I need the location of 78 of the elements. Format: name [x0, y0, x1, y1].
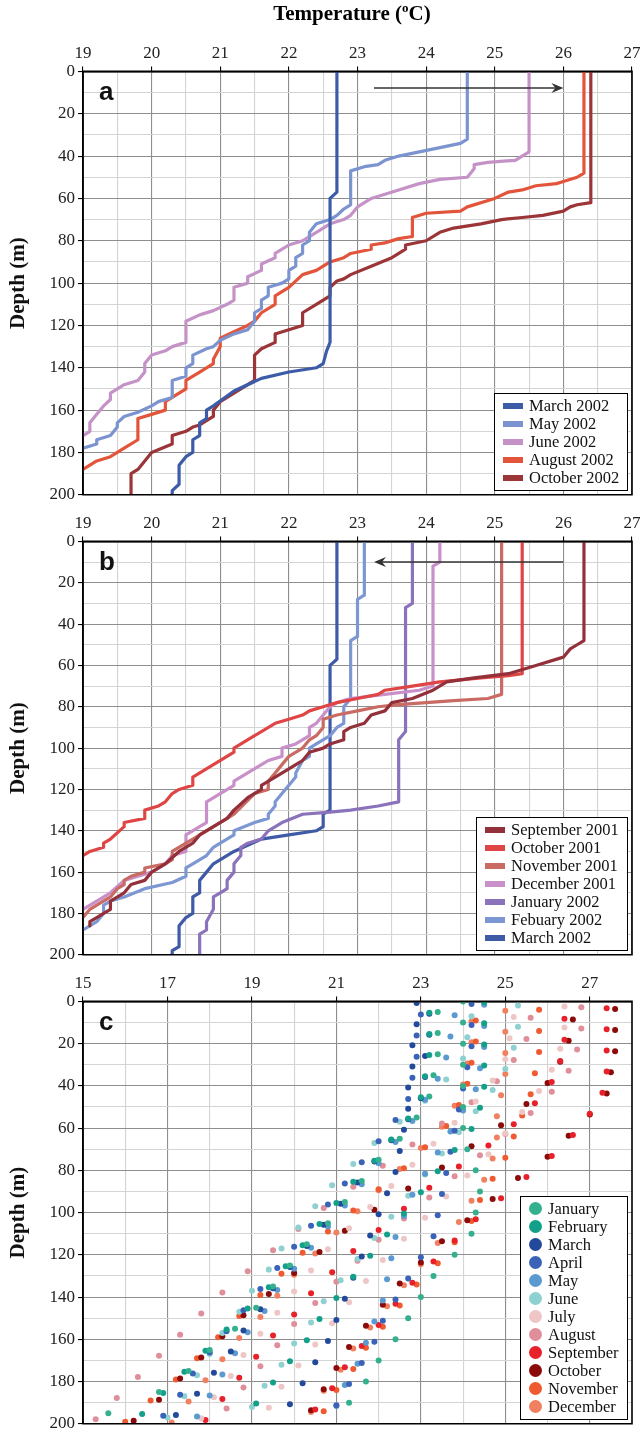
y-tick-label: 80	[58, 1159, 75, 1179]
x-tick-label: 21	[327, 972, 345, 992]
legend-label: November 2001	[511, 855, 618, 875]
y-tick-label: 180	[49, 1371, 75, 1391]
x-tick-label: 27	[623, 512, 641, 532]
x-tick-label: 24	[417, 42, 436, 62]
y-tick-label: 20	[58, 103, 75, 123]
annotation: a	[99, 75, 114, 106]
x-tick-label: 26	[554, 512, 572, 532]
y-tick-label: 160	[49, 399, 75, 419]
y-tick-label: 200	[49, 484, 75, 504]
legend-label: December 2001	[511, 873, 616, 893]
x-tick-label: 25	[496, 972, 514, 992]
legend-label: August 2002	[529, 449, 614, 469]
y-axis-title: Depth (m)	[5, 702, 30, 794]
y-tick-label: 200	[49, 944, 75, 964]
x-tick-label: 23	[412, 972, 430, 992]
x-tick-label: 25	[486, 512, 504, 532]
y-tick-label: 0	[66, 990, 75, 1010]
y-tick-label: 140	[49, 1286, 75, 1306]
legend-label: January 2002	[511, 891, 600, 911]
y-tick-label: 200	[49, 1413, 75, 1433]
y-tick-label: 20	[58, 1033, 75, 1053]
y-tick-label: 140	[49, 357, 75, 377]
x-tick-label: 21	[211, 42, 229, 62]
y-tick-label: 140	[49, 820, 75, 840]
legend-label: March	[548, 1234, 592, 1254]
x-tick-label: 19	[74, 512, 92, 532]
x-tick-label: 15	[74, 972, 92, 992]
y-tick-label: 160	[49, 1328, 75, 1348]
y-tick-label: 180	[49, 441, 75, 461]
y-tick-label: 100	[49, 1202, 75, 1222]
y-tick-label: 20	[58, 572, 75, 592]
x-tick-label: 20	[143, 42, 161, 62]
y-tick-label: 120	[49, 314, 75, 334]
legend-label: December	[548, 1396, 616, 1416]
x-axis-title: Temperature ($^{o}$C)	[272, 0, 432, 27]
x-tick-label: 17	[158, 972, 177, 992]
legend-label: September 2001	[511, 819, 619, 839]
x-tick-label: 23	[349, 42, 366, 62]
x-tick-label: 25	[486, 42, 504, 62]
y-tick-label: 120	[49, 1244, 75, 1264]
legend-label: May 2002	[529, 413, 597, 433]
x-tick-label: 23	[349, 512, 366, 532]
legend-label: July	[548, 1306, 576, 1326]
x-tick-label: 27	[581, 972, 599, 992]
y-tick-label: 0	[66, 60, 75, 80]
y-tick-label: 100	[49, 737, 75, 757]
x-tick-label: 24	[417, 512, 436, 532]
legend-label: January	[548, 1198, 600, 1218]
y-axis-title: Depth (m)	[5, 1166, 30, 1259]
legend-label: November	[548, 1378, 618, 1398]
legend-label: April	[548, 1252, 583, 1272]
y-axis-title: Depth (m)	[5, 237, 30, 329]
y-tick-label: 180	[49, 902, 75, 922]
x-tick-label: 21	[211, 512, 229, 532]
x-tick-label: 20	[143, 512, 161, 532]
y-tick-label: 0	[66, 530, 75, 550]
y-tick-label: 40	[58, 613, 75, 633]
y-tick-label: 40	[58, 145, 75, 165]
x-tick-label: 27	[623, 42, 641, 62]
x-tick-label: 19	[243, 972, 261, 992]
y-tick-label: 40	[58, 1075, 75, 1095]
y-tick-label: 60	[58, 1117, 75, 1137]
y-tick-label: 80	[58, 230, 75, 250]
x-tick-label: 26	[554, 42, 572, 62]
annotation: b	[99, 545, 115, 576]
y-tick-label: 80	[58, 696, 75, 716]
y-tick-label: 100	[49, 272, 75, 292]
legend-label: March 2002	[529, 395, 610, 415]
y-tick-label: 160	[49, 861, 75, 881]
y-tick-label: 120	[49, 778, 75, 798]
annotation: c	[99, 1005, 114, 1036]
y-tick-label: 60	[58, 187, 75, 207]
x-tick-label: 19	[74, 42, 92, 62]
x-tick-label: 22	[280, 42, 298, 62]
x-tick-label: 22	[280, 512, 298, 532]
y-tick-label: 60	[58, 654, 75, 674]
